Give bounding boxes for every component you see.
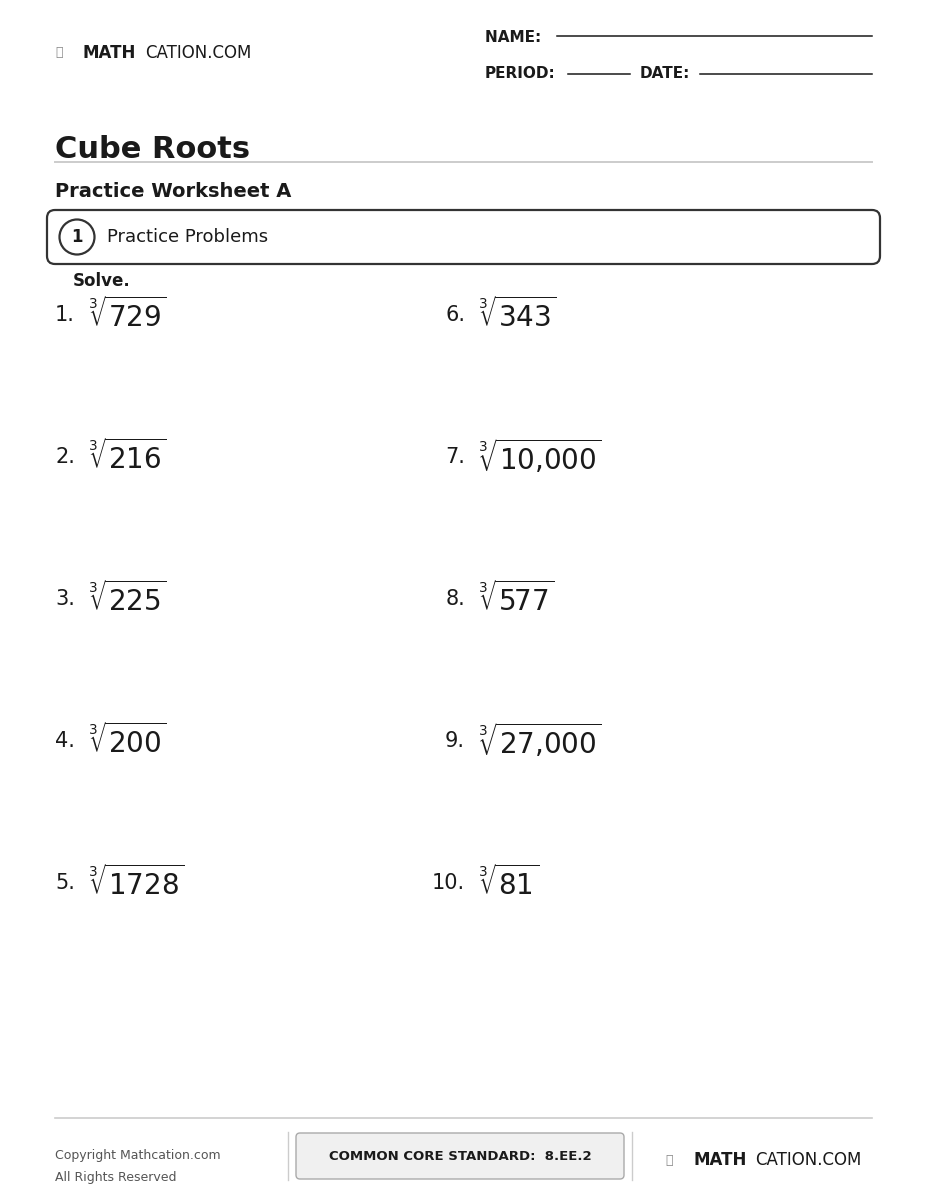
Text: MATH: MATH xyxy=(83,44,136,62)
Text: $\sqrt[3]{225}$: $\sqrt[3]{225}$ xyxy=(88,581,167,617)
Text: $\sqrt[3]{1728}$: $\sqrt[3]{1728}$ xyxy=(88,865,184,901)
Text: Practice Problems: Practice Problems xyxy=(107,228,268,246)
Text: Practice Worksheet A: Practice Worksheet A xyxy=(55,182,291,200)
Text: All Rights Reserved: All Rights Reserved xyxy=(55,1170,176,1183)
Text: $\sqrt[3]{10{,}000}$: $\sqrt[3]{10{,}000}$ xyxy=(478,438,602,476)
Text: $\sqrt[3]{216}$: $\sqrt[3]{216}$ xyxy=(88,439,167,475)
Text: 9.: 9. xyxy=(445,731,465,751)
Text: 7.: 7. xyxy=(445,446,465,467)
Text: NAME:: NAME: xyxy=(485,30,552,44)
Text: 4.: 4. xyxy=(55,731,75,751)
Text: 1: 1 xyxy=(71,228,83,246)
Text: DATE:: DATE: xyxy=(640,66,691,80)
Text: CATION.COM: CATION.COM xyxy=(755,1151,861,1169)
Text: 2.: 2. xyxy=(55,446,75,467)
Text: $\sqrt[3]{200}$: $\sqrt[3]{200}$ xyxy=(88,724,167,758)
Text: 💡: 💡 xyxy=(55,47,62,60)
Text: 8.: 8. xyxy=(445,589,465,608)
Text: COMMON CORE STANDARD:  8.EE.2: COMMON CORE STANDARD: 8.EE.2 xyxy=(329,1150,591,1163)
Text: Copyright Mathcation.com: Copyright Mathcation.com xyxy=(55,1148,221,1162)
FancyBboxPatch shape xyxy=(47,210,880,264)
Text: $\sqrt[3]{81}$: $\sqrt[3]{81}$ xyxy=(478,865,540,901)
Text: CATION.COM: CATION.COM xyxy=(145,44,251,62)
FancyBboxPatch shape xyxy=(296,1133,624,1180)
Text: Solve.: Solve. xyxy=(73,272,131,290)
Text: $\sqrt[3]{343}$: $\sqrt[3]{343}$ xyxy=(478,298,557,332)
Ellipse shape xyxy=(59,220,95,254)
Text: 💡: 💡 xyxy=(665,1153,672,1166)
Text: $\sqrt[3]{729}$: $\sqrt[3]{729}$ xyxy=(88,298,166,332)
Text: $\sqrt[3]{27{,}000}$: $\sqrt[3]{27{,}000}$ xyxy=(478,721,602,761)
Text: 5.: 5. xyxy=(55,874,75,893)
Text: 6.: 6. xyxy=(445,305,465,325)
Text: 3.: 3. xyxy=(55,589,75,608)
Text: 10.: 10. xyxy=(432,874,465,893)
Text: Cube Roots: Cube Roots xyxy=(55,134,250,164)
Text: MATH: MATH xyxy=(693,1151,746,1169)
Text: $\sqrt[3]{577}$: $\sqrt[3]{577}$ xyxy=(478,581,554,617)
Text: 1.: 1. xyxy=(55,305,75,325)
Text: PERIOD:: PERIOD: xyxy=(485,66,556,80)
